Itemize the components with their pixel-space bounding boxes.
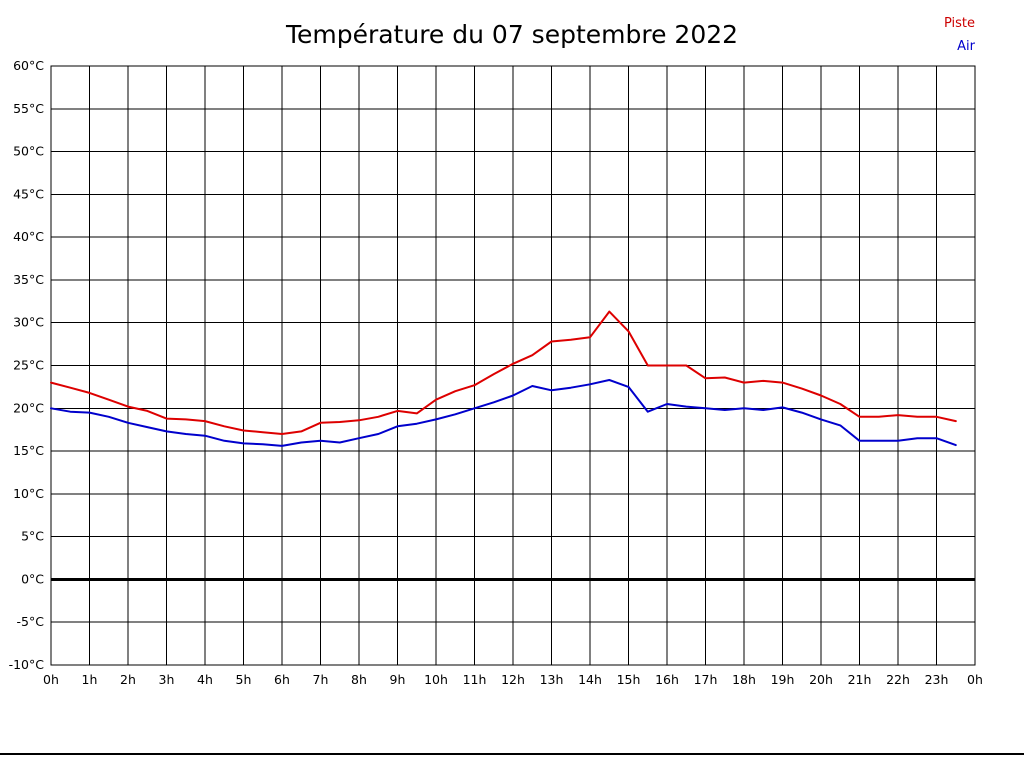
x-tick-label: 20h [809, 672, 833, 687]
chart-legend: Piste Air [944, 12, 975, 58]
legend-item-air: Air [957, 39, 975, 54]
y-tick-label: 60°C [13, 58, 44, 73]
x-tick-label: 0h [43, 672, 59, 687]
x-tick-label: 15h [617, 672, 641, 687]
x-tick-label: 9h [390, 672, 406, 687]
y-tick-label: 45°C [13, 186, 44, 201]
y-tick-label: 5°C [21, 529, 44, 544]
y-tick-label: -10°C [9, 657, 45, 672]
x-tick-label: 3h [159, 672, 175, 687]
piste-line [50, 310, 957, 435]
y-tick-label: 35°C [13, 272, 44, 287]
x-tick-label: 2h [120, 672, 136, 687]
x-tick-label: 11h [463, 672, 487, 687]
x-tick-label: 4h [197, 672, 213, 687]
y-tick-label: -5°C [17, 614, 45, 629]
x-tick-label: 21h [848, 672, 872, 687]
y-tick-label: 15°C [13, 443, 44, 458]
y-tick-label: 10°C [13, 486, 44, 501]
x-tick-label: 19h [771, 672, 795, 687]
y-tick-label: 55°C [13, 101, 44, 116]
x-tick-label: 0h [967, 672, 983, 687]
plot-border [50, 65, 976, 666]
x-tick-label: 10h [424, 672, 448, 687]
x-tick-label: 8h [351, 672, 367, 687]
x-tick-label: 13h [540, 672, 564, 687]
y-tick-label: 0°C [21, 571, 44, 586]
air-line [50, 379, 957, 447]
x-tick-label: 6h [274, 672, 290, 687]
y-tick-label: 30°C [13, 315, 44, 330]
x-tick-label: 5h [236, 672, 252, 687]
x-tick-label: 18h [732, 672, 756, 687]
x-tick-label: 1h [82, 672, 98, 687]
x-tick-label: 22h [886, 672, 910, 687]
y-tick-label: 50°C [13, 144, 44, 159]
x-tick-label: 17h [694, 672, 718, 687]
legend-item-piste: Piste [943, 16, 975, 31]
x-tick-label: 16h [655, 672, 679, 687]
temperature-chart: 60°C 55°C 50°C 45°C 40°C 35°C 30°C 25°C 20°C 15°C… [9, 58, 983, 687]
y-tick-label: 40°C [13, 229, 44, 244]
x-tick-label: 23h [925, 672, 949, 687]
x-tick-label: 12h [501, 672, 525, 687]
x-tick-label: 7h [313, 672, 329, 687]
chart-title: Température du 07 septembre 2022 [285, 20, 739, 49]
x-tick-label: 14h [578, 672, 602, 687]
bottom-rule [0, 753, 1024, 755]
y-tick-label: 25°C [13, 358, 44, 373]
y-tick-label: 20°C [13, 400, 44, 415]
